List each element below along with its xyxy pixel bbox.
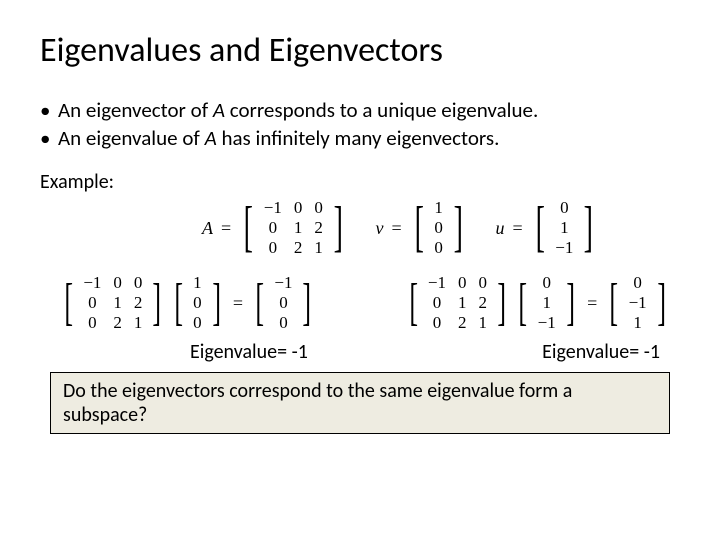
bullet-text-pre: An eigenvalue of	[58, 125, 205, 151]
matrix-A-label: A	[202, 218, 213, 239]
eigenvalue-left: Eigenvalue= -1	[190, 340, 308, 364]
bullet-item: •An eigenvector of A corresponds to a un…	[40, 97, 680, 123]
bullet-text-post: has infinitely many eigenvectors.	[217, 125, 500, 151]
equation-2: [ −100 012 021 ] [ 0 1 −1 ] = [ 0 −1 1 ]	[405, 273, 670, 334]
bullet-text-pre: An eigenvector of	[58, 97, 213, 123]
eigenvalue-labels: Eigenvalue= -1 Eigenvalue= -1	[40, 340, 680, 364]
bullet-text-post: corresponds to a unique eigenvalue.	[225, 97, 538, 123]
definitions-row: A = [ −100 012 021 ] v = [ 1 0 0 ] u = […	[120, 198, 680, 259]
bullet-item: •An eigenvalue of A has infinitely many …	[40, 125, 680, 151]
bullet-list: •An eigenvector of A corresponds to a un…	[40, 97, 680, 152]
matrix-A-def: A = [ −100 012 021 ]	[202, 198, 348, 259]
vector-u-label: u	[495, 218, 504, 239]
eigenvalue-right: Eigenvalue= -1	[542, 340, 660, 364]
vector-v-def: v = [ 1 0 0 ]	[376, 198, 468, 259]
equation-1: [ −100 012 021 ] [ 1 0 0 ] = [ −1 0 0 ]	[60, 273, 316, 334]
vector-v-label: v	[376, 218, 384, 239]
vector-u-def: u = [ 0 1 −1 ]	[495, 198, 598, 259]
equations-row: [ −100 012 021 ] [ 1 0 0 ] = [ −1 0 0 ] …	[40, 273, 680, 334]
example-label: Example:	[40, 170, 680, 194]
slide-title: Eigenvalues and Eigenvectors	[40, 30, 680, 71]
question-box: Do the eigenvectors correspond to the sa…	[50, 372, 670, 434]
bullet-text-italic: A	[205, 125, 217, 151]
bullet-text-italic: A	[213, 97, 225, 123]
